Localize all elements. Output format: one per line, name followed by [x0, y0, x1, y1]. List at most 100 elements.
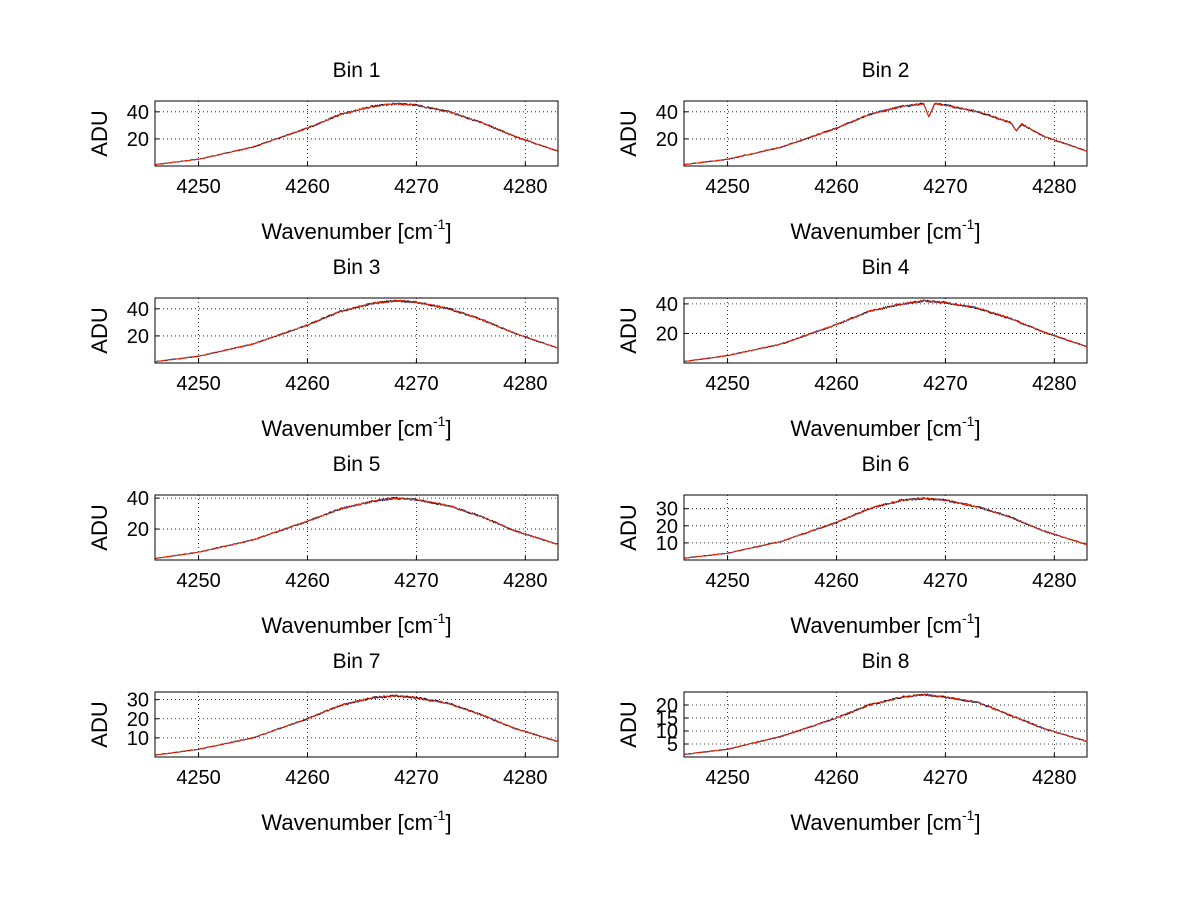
subplot-bin-2: 4250 4260 4270 4280 20 40 Bin 2 Wavenumber [cm-… [616, 59, 1088, 244]
x-tick-label: 4280 [503, 767, 548, 789]
spectrum-trace-red [154, 299, 559, 363]
spectrum-trace-black [154, 496, 559, 559]
x-tick-label: 4270 [394, 373, 439, 395]
y-tick-label: 20 [127, 326, 149, 348]
x-axis-label: Wavenumber [cm-1] [261, 216, 451, 244]
axes-box [154, 494, 559, 561]
x-tick-label: 4250 [705, 373, 750, 395]
axes-box [683, 297, 1088, 364]
y-axis-label: ADU [87, 110, 112, 156]
x-tick-label: 4260 [285, 570, 330, 592]
x-axis-label: Wavenumber [cm-1] [261, 610, 451, 638]
subplot-title: Bin 6 [862, 453, 910, 476]
x-tick-label: 4280 [503, 176, 548, 198]
x-tick-label: 4250 [705, 767, 750, 789]
subplot-title: Bin 2 [862, 59, 910, 82]
y-tick-label: 30 [656, 499, 678, 521]
x-tick-label: 4250 [176, 570, 221, 592]
y-tick-label: 20 [127, 129, 149, 151]
spectrum-trace-red [684, 497, 1088, 559]
y-tick-label: 40 [127, 102, 149, 124]
x-tick-label: 4280 [1032, 176, 1077, 198]
x-tick-label: 4250 [176, 373, 221, 395]
y-tick-label: 40 [127, 488, 149, 510]
subplot-bin-4: 4250 4260 4270 4280 20 40 Bin 4 Wavenumber [cm-… [616, 256, 1088, 441]
x-tick-label: 4270 [394, 176, 439, 198]
y-tick-label: 20 [127, 519, 149, 541]
x-axis-label: Wavenumber [cm-1] [261, 807, 451, 835]
y-tick-label: 10 [656, 533, 678, 555]
subplot-title: Bin 8 [862, 650, 910, 673]
y-tick-label: 40 [656, 294, 678, 316]
x-tick-label: 4260 [814, 373, 859, 395]
axes-box [154, 297, 559, 364]
x-tick-label: 4280 [503, 373, 548, 395]
x-tick-label: 4250 [705, 176, 750, 198]
x-tick-label: 4250 [176, 176, 221, 198]
x-tick-label: 4270 [923, 373, 968, 395]
subplot-bin-3: 4250 4260 4270 4280 20 40 Bin 3 Wavenumber [cm-… [87, 256, 559, 441]
spectrum-trace-red [154, 497, 559, 560]
y-tick-label: 10 [656, 721, 678, 743]
spectrum-trace-red [154, 694, 559, 756]
y-axis-label: ADU [616, 504, 641, 550]
spectrum-trace-red [154, 102, 559, 166]
axes-box [683, 100, 1088, 167]
x-tick-label: 4260 [285, 767, 330, 789]
x-tick-label: 4250 [176, 767, 221, 789]
spectrum-trace-red [684, 693, 1088, 755]
x-tick-label: 4260 [814, 176, 859, 198]
y-tick-label: 15 [656, 708, 678, 730]
y-tick-label: 40 [656, 102, 678, 124]
y-tick-label: 20 [656, 323, 678, 345]
subplot-title: Bin 5 [333, 453, 381, 476]
x-tick-label: 4260 [814, 767, 859, 789]
y-tick-label: 10 [127, 728, 149, 750]
x-tick-label: 4270 [923, 176, 968, 198]
y-axis-label: ADU [616, 110, 641, 156]
y-axis-label: ADU [616, 307, 641, 353]
y-tick-label: 5 [667, 734, 678, 756]
axes-box [154, 100, 559, 167]
y-axis-label: ADU [87, 504, 112, 550]
subplot-title: Bin 4 [862, 256, 910, 279]
x-tick-label: 4270 [394, 570, 439, 592]
y-tick-label: 20 [127, 709, 149, 731]
y-tick-label: 20 [656, 695, 678, 717]
spectrum-trace-blue [154, 694, 559, 756]
y-tick-label: 40 [127, 299, 149, 321]
spectrum-trace-red [683, 102, 1088, 166]
x-tick-label: 4260 [814, 570, 859, 592]
subplot-bin-1: 4250 4260 4270 4280 20 40 Bin 1 Wavenumber [cm-… [87, 59, 559, 244]
x-axis-label: Wavenumber [cm-1] [790, 413, 980, 441]
y-axis-label: ADU [616, 701, 641, 747]
x-axis-label: Wavenumber [cm-1] [790, 610, 980, 638]
y-tick-label: 20 [656, 516, 678, 538]
x-tick-label: 4250 [705, 570, 750, 592]
x-tick-label: 4280 [1032, 767, 1077, 789]
x-tick-label: 4260 [285, 373, 330, 395]
subplot-title: Bin 1 [333, 59, 381, 82]
x-axis-label: Wavenumber [cm-1] [261, 413, 451, 441]
x-tick-label: 4270 [923, 570, 968, 592]
x-axis-label: Wavenumber [cm-1] [790, 216, 980, 244]
axes-box [683, 494, 1088, 561]
x-tick-label: 4270 [394, 767, 439, 789]
spectrum-trace-blue [154, 496, 559, 559]
y-axis-label: ADU [87, 307, 112, 353]
x-tick-label: 4260 [285, 176, 330, 198]
subplot-bin-5: 4250 4260 4270 4280 20 40 Bin 5 Wavenumber [cm-… [87, 453, 559, 638]
x-tick-label: 4280 [1032, 570, 1077, 592]
x-axis-label: Wavenumber [cm-1] [790, 807, 980, 835]
y-axis-label: ADU [87, 701, 112, 747]
axes-box [683, 691, 1088, 758]
subplot-title: Bin 3 [333, 256, 381, 279]
y-tick-label: 30 [127, 690, 149, 712]
axes-box [154, 691, 559, 758]
subplot-title: Bin 7 [333, 650, 381, 673]
y-tick-label: 20 [656, 129, 678, 151]
